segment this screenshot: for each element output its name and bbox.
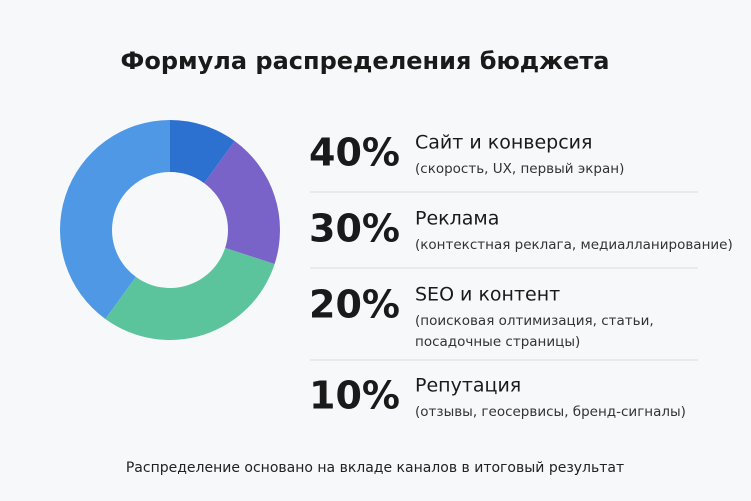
category-description: (скорость, UX, первый экран) [415,161,624,177]
donut-segment [204,141,280,264]
donut-segment [59,120,170,319]
footnote: Распределение основано на вкладе каналов… [126,460,624,476]
category-name: Реклама [415,208,499,230]
donut-segment [170,120,235,184]
chart-title: Формула распределения бюджета [121,47,610,75]
category-name: Репутация [415,375,521,397]
value-label: 40% [309,131,400,175]
category-description: (поисковая олтимизация, статьи, [415,313,654,329]
value-label: 20% [309,283,400,327]
category-name: Сайт и конверсия [415,132,592,154]
value-label: 10% [309,374,400,418]
category-description: (контекстная реклага, медиалланирование) [415,237,733,253]
donut-segment [105,247,275,340]
category-description: (отзывы, геосервисы, бренд-сигналы) [415,404,686,420]
category-description: посадочные страницы) [415,334,580,350]
category-name: SEO и контент [415,284,560,306]
value-label: 30% [309,207,400,251]
